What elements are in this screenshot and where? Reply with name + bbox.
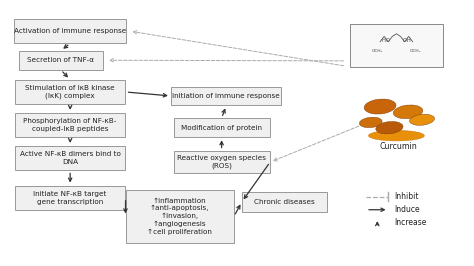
- Text: Chronic diseases: Chronic diseases: [254, 199, 315, 205]
- Text: Inhibit: Inhibit: [394, 192, 419, 201]
- FancyBboxPatch shape: [173, 118, 270, 137]
- Text: Active NF-κB dimers bind to
DNA: Active NF-κB dimers bind to DNA: [20, 151, 120, 165]
- Ellipse shape: [368, 130, 424, 141]
- Ellipse shape: [376, 122, 403, 134]
- Ellipse shape: [393, 105, 423, 119]
- Text: Curcumin: Curcumin: [380, 142, 418, 151]
- Text: Initiation of immune response: Initiation of immune response: [173, 93, 280, 99]
- FancyBboxPatch shape: [15, 186, 125, 210]
- Ellipse shape: [364, 99, 396, 114]
- Text: Stimulation of IκB kinase
(IκK) complex: Stimulation of IκB kinase (IκK) complex: [25, 85, 115, 99]
- FancyBboxPatch shape: [349, 24, 443, 67]
- Text: Reactive oxygen species
(ROS): Reactive oxygen species (ROS): [177, 155, 266, 169]
- Text: Activation of immune response: Activation of immune response: [14, 28, 126, 34]
- Text: Induce: Induce: [394, 205, 419, 214]
- FancyBboxPatch shape: [18, 51, 103, 70]
- FancyBboxPatch shape: [242, 192, 327, 212]
- Ellipse shape: [359, 117, 382, 128]
- FancyBboxPatch shape: [171, 86, 281, 105]
- Text: OCH₃: OCH₃: [372, 49, 383, 53]
- Text: Increase: Increase: [394, 218, 427, 227]
- Text: Modification of protein: Modification of protein: [181, 125, 262, 131]
- FancyBboxPatch shape: [15, 146, 125, 170]
- FancyBboxPatch shape: [15, 113, 125, 137]
- Text: Secretion of TNF-α: Secretion of TNF-α: [27, 57, 94, 63]
- Text: OCH₃: OCH₃: [410, 49, 421, 53]
- Text: ↑inflammation
↑anti-apoptosis,
↑invasion,
↑angiogenesis
↑cell proliferation: ↑inflammation ↑anti-apoptosis, ↑invasion…: [147, 198, 212, 235]
- FancyBboxPatch shape: [173, 151, 270, 173]
- Text: HO        OH: HO OH: [382, 38, 411, 43]
- FancyBboxPatch shape: [15, 80, 125, 104]
- Ellipse shape: [410, 114, 435, 125]
- Text: Initiate NF-κB target
gene transcription: Initiate NF-κB target gene transcription: [34, 191, 107, 205]
- FancyBboxPatch shape: [126, 190, 234, 243]
- FancyBboxPatch shape: [14, 19, 126, 43]
- Text: Phosphorylation of NF-κB-
coupled-IκB peptides: Phosphorylation of NF-κB- coupled-IκB pe…: [23, 118, 117, 132]
